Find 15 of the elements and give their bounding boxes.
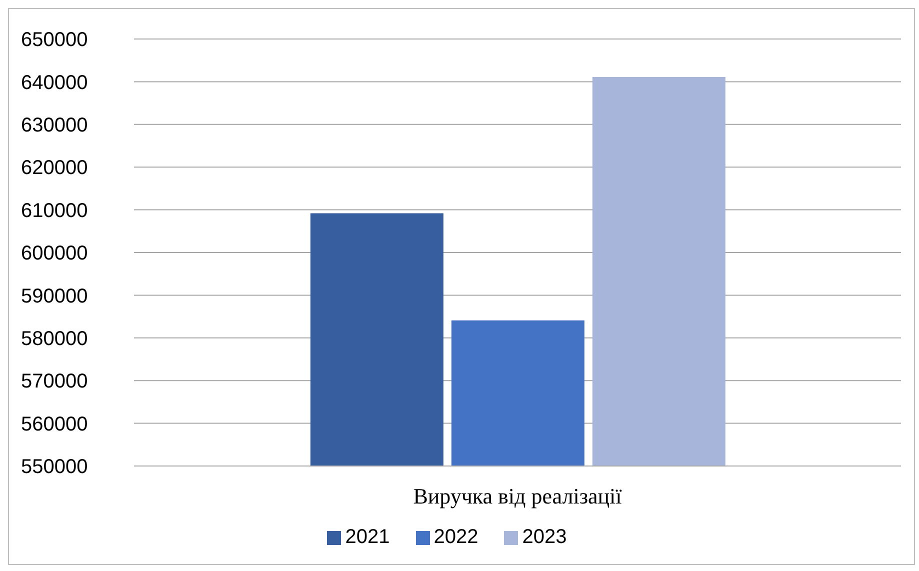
- y-tick-label: 580000: [21, 328, 88, 350]
- y-tick-label: 610000: [21, 200, 88, 222]
- y-tick-label: 590000: [21, 285, 88, 308]
- y-tick-label: 600000: [21, 242, 88, 265]
- y-tick-label: 630000: [21, 114, 88, 136]
- legend-label: 2021: [345, 526, 390, 548]
- y-tick-label: 550000: [21, 456, 88, 478]
- y-tick-label: 640000: [21, 72, 88, 94]
- legend-label: 2022: [434, 526, 478, 548]
- y-tick-label: 650000: [21, 29, 88, 52]
- y-tick-label: 620000: [21, 157, 88, 180]
- y-tick-label: 570000: [21, 370, 88, 393]
- y-tick-label: 560000: [21, 413, 88, 436]
- legend-label: 2023: [522, 526, 567, 548]
- x-tick-label: Виручка від реалізації: [413, 484, 623, 509]
